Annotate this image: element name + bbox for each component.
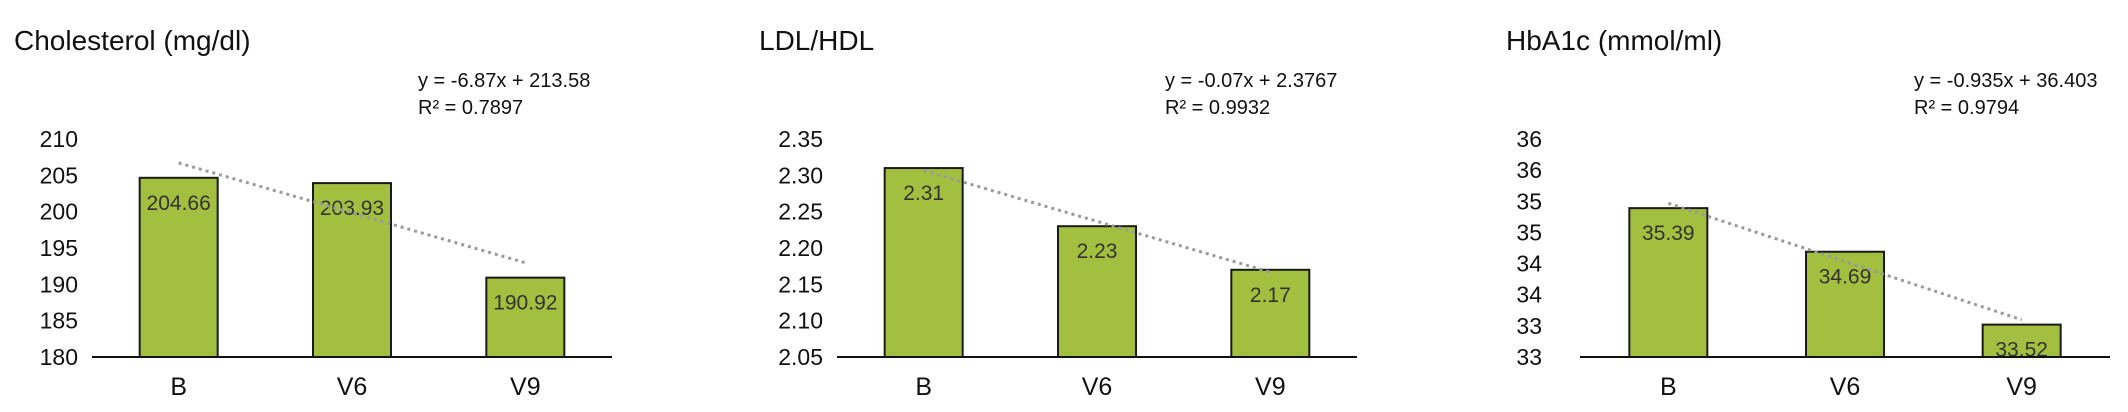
y-tick-label: 185: [40, 308, 78, 334]
y-tick-label: 35: [1516, 219, 1542, 245]
x-category-label: V6: [1830, 373, 1861, 401]
y-tick-label: 36: [1516, 126, 1542, 152]
hba1c-chart: HbA1c (mmol/ml) y = -0.935x + 36.403 R² = …: [1506, 25, 2110, 401]
bar-value-label: 35.39: [1642, 222, 1695, 245]
y-tick-label: 34: [1516, 251, 1542, 277]
bar: [1628, 207, 1709, 358]
y-tick-label: 210: [40, 126, 78, 152]
y-tick-label: 36: [1516, 157, 1542, 183]
y-tick-label: 2.05: [778, 344, 823, 370]
bar: [138, 176, 219, 358]
trendline-equation: y = -6.87x + 213.58: [418, 70, 590, 92]
x-category-label: V9: [510, 373, 541, 401]
bar: [1230, 268, 1311, 358]
trendline: [1667, 201, 2023, 322]
bar-value-label: 34.69: [1819, 266, 1872, 289]
y-tick-label: 200: [40, 199, 78, 225]
chart-title: LDL/HDL: [759, 25, 874, 56]
cholesterol-chart: Cholesterol (mg/dl) y = -6.87x + 213.58 R²…: [14, 25, 612, 401]
trendline-equation: y = -0.07x + 2.3767: [1165, 70, 1337, 92]
x-category-label: V9: [2006, 373, 2037, 401]
bar-value-label: 2.17: [1250, 284, 1291, 307]
x-category-label: V6: [1082, 373, 1113, 401]
y-tick-label: 205: [40, 162, 78, 188]
y-tick-label: 33: [1516, 344, 1542, 370]
y-tick-label: 33: [1516, 313, 1542, 339]
bar-value-label: 33.52: [1995, 339, 2048, 362]
y-tick-label: 2.25: [778, 199, 823, 225]
y-tick-label: 2.30: [778, 162, 823, 188]
y-tick-label: 2.20: [778, 235, 823, 261]
ldl-hdl-chart: LDL/HDL y = -0.07x + 2.3767 R² = 0.9932 2.3…: [759, 25, 1357, 401]
chart-title: Cholesterol (mg/dl): [14, 25, 251, 56]
x-category-label: B: [170, 373, 187, 401]
chart-title: HbA1c (mmol/ml): [1506, 25, 1722, 56]
r-squared-label: R² = 0.7897: [418, 97, 523, 119]
trendline-equation: y = -0.935x + 36.403: [1914, 70, 2097, 92]
bar: [1981, 323, 2062, 358]
bar: [1805, 250, 1885, 358]
bar-value-label: 190.92: [493, 292, 557, 315]
x-category-label: V6: [337, 373, 368, 401]
bar-value-label: 204.66: [147, 192, 211, 215]
y-tick-label: 2.35: [778, 126, 823, 152]
bar-value-label: 203.93: [320, 197, 384, 220]
y-tick-label: 34: [1516, 282, 1542, 308]
r-squared-label: R² = 0.9794: [1914, 97, 2019, 119]
bar-value-label: 2.31: [903, 182, 944, 205]
y-tick-label: 195: [40, 235, 78, 261]
y-tick-label: 180: [40, 344, 78, 370]
x-category-label: V9: [1255, 373, 1286, 401]
r-squared-label: R² = 0.9932: [1165, 97, 1270, 119]
bar: [312, 182, 392, 358]
bar-value-label: 2.23: [1077, 240, 1118, 263]
trendline: [923, 169, 1271, 274]
x-category-label: B: [915, 373, 932, 401]
bar: [1057, 225, 1137, 358]
y-tick-label: 2.15: [778, 271, 823, 297]
bar: [485, 276, 566, 359]
y-tick-label: 2.10: [778, 308, 823, 334]
y-tick-label: 190: [40, 271, 78, 297]
x-category-label: B: [1660, 373, 1677, 401]
y-tick-label: 35: [1516, 188, 1542, 214]
